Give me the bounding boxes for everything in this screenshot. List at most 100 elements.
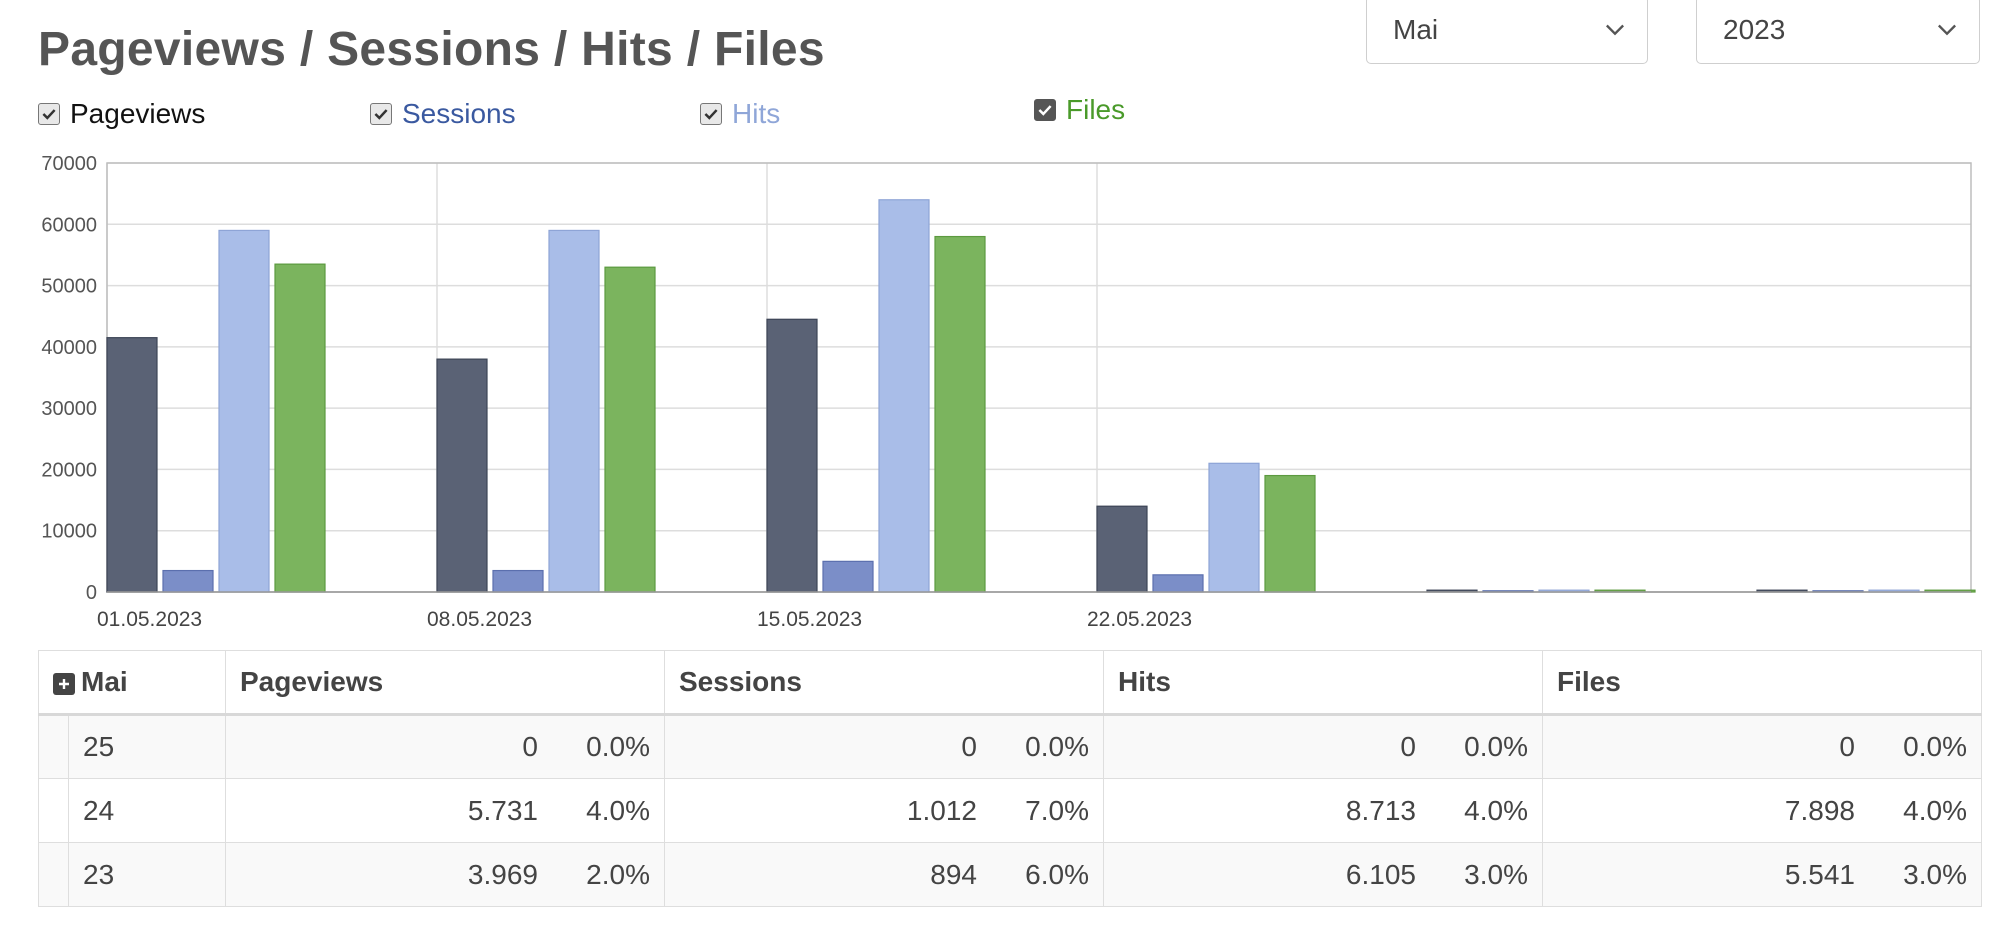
checkbox-files[interactable] (1034, 99, 1056, 121)
cell-hits: 8.713 4.0% (1103, 778, 1543, 843)
page-title: Pageviews / Sessions / Hits / Files (38, 23, 825, 76)
cell-hits: 6.105 3.0% (1103, 842, 1543, 907)
bar-sessions-0[interactable] (162, 569, 214, 593)
cell-sessions: 1.012 7.0% (664, 778, 1104, 843)
cell-sessions: 894 6.0% (664, 842, 1104, 907)
checkbox-sessions[interactable] (370, 103, 392, 125)
bar-files-0[interactable] (274, 263, 326, 593)
bar-files-2[interactable] (934, 235, 986, 593)
cell-percent: 3.0% (1903, 858, 1967, 890)
cell-files: 5.541 3.0% (1542, 842, 1982, 907)
y-tick-label: 60000 (41, 214, 97, 236)
cell-value: 5.541 (1784, 858, 1855, 890)
bar-sessions-3[interactable] (1152, 574, 1204, 593)
stats-table-container: Mai Pageviews Sessions Hits Files 25 0 0.… (38, 650, 1982, 907)
table-row: 24 5.731 4.0% 1.012 7.0% 8.713 4.0% 7.898 4.… (38, 778, 1982, 843)
cell-value: 1.012 (906, 794, 977, 826)
cell-value: 8.713 (1345, 794, 1416, 826)
row-day: 23 (68, 842, 226, 907)
bar-pageviews-1[interactable] (436, 358, 488, 593)
cell-pageviews: 5.731 4.0% (225, 778, 665, 843)
table-row: 25 0 0.0% 0 0.0% 0 0.0% 0 0.0% (38, 714, 1982, 779)
header-hits: Hits (1103, 650, 1543, 716)
legend-toggle-sessions[interactable]: Sessions (370, 98, 516, 130)
legend-label-sessions: Sessions (402, 98, 516, 129)
cell-percent: 7.0% (1025, 794, 1089, 826)
cell-value: 3.969 (467, 858, 538, 890)
legend-toggle-hits[interactable]: Hits (700, 98, 780, 130)
y-tick-label: 40000 (41, 337, 97, 359)
bar-hits-0[interactable] (218, 229, 270, 593)
y-tick-label: 20000 (41, 459, 97, 481)
bar-pageviews-3[interactable] (1096, 505, 1148, 593)
legend-label-pageviews: Pageviews (70, 98, 206, 129)
y-tick-label: 30000 (41, 398, 97, 420)
cell-percent: 2.0% (586, 858, 650, 890)
cell-value: 6.105 (1345, 858, 1416, 890)
chevron-down-icon (1606, 24, 1624, 36)
cell-value: 0 (1400, 731, 1416, 762)
y-tick-label: 0 (86, 582, 97, 604)
chevron-down-icon (1938, 24, 1956, 36)
plot-area-border (106, 162, 1972, 593)
header-month-label: Mai (81, 666, 128, 697)
checkbox-pageviews[interactable] (38, 103, 60, 125)
bar-sessions-1[interactable] (492, 569, 544, 593)
cell-percent: 0.0% (1903, 731, 1967, 762)
cell-percent: 3.0% (1464, 858, 1528, 890)
cell-percent: 4.0% (1903, 794, 1967, 826)
cell-value: 0 (522, 731, 538, 762)
cell-pageviews: 3.969 2.0% (225, 842, 665, 907)
header-month[interactable]: Mai (38, 650, 226, 716)
check-icon (1038, 105, 1052, 116)
year-select-value: 2023 (1723, 14, 1786, 45)
cell-value: 894 (930, 858, 977, 890)
year-select[interactable]: 2023 (1696, 0, 1980, 64)
cell-percent: 0.0% (586, 731, 650, 762)
bar-hits-2[interactable] (878, 199, 930, 593)
month-select[interactable]: Mai (1366, 0, 1648, 64)
x-tick-label: 08.05.2023 (427, 608, 532, 631)
cell-files: 7.898 4.0% (1542, 778, 1982, 843)
bar-sessions-2[interactable] (822, 560, 874, 593)
cell-percent: 0.0% (1025, 731, 1089, 762)
cell-value: 7.898 (1784, 794, 1855, 826)
cell-percent: 4.0% (586, 794, 650, 826)
bar-hits-3[interactable] (1208, 462, 1260, 593)
checkbox-hits[interactable] (700, 103, 722, 125)
table-row: 23 3.969 2.0% 894 6.0% 6.105 3.0% 5.541 3.0% (38, 842, 1982, 907)
row-day: 25 (68, 714, 226, 779)
cell-value: 0 (1839, 731, 1855, 762)
check-icon (704, 109, 718, 120)
y-tick-label: 50000 (41, 276, 97, 298)
bar-files-3[interactable] (1264, 474, 1316, 593)
bar-files-1[interactable] (604, 266, 656, 593)
header-files: Files (1542, 650, 1982, 716)
cell-percent: 0.0% (1464, 731, 1528, 762)
month-select-value: Mai (1393, 14, 1439, 45)
row-expand-cell (38, 714, 69, 779)
legend-toggle-pageviews[interactable]: Pageviews (38, 98, 205, 130)
table-header-row: Mai Pageviews Sessions Hits Files (38, 650, 1982, 716)
cell-percent: 4.0% (1464, 794, 1528, 826)
cell-value: 0 (961, 731, 977, 762)
plus-square-icon[interactable] (53, 672, 75, 695)
legend-toggle-files[interactable]: Files (1034, 94, 1125, 126)
bar-chart: 0 10000 20000 30000 40000 50000 60000 70000 01.0… (41, 153, 1976, 631)
stats-table: Mai Pageviews Sessions Hits Files 25 0 0.… (38, 650, 1982, 907)
header-pageviews: Pageviews (225, 650, 665, 716)
bar-pageviews-2[interactable] (766, 318, 818, 593)
bar-hits-1[interactable] (548, 229, 600, 593)
legend-label-files: Files (1066, 94, 1126, 125)
bar-pageviews-0[interactable] (106, 337, 158, 593)
x-tick-label: 22.05.2023 (1087, 608, 1192, 631)
x-tick-label: 15.05.2023 (757, 608, 862, 631)
row-expand-cell (38, 778, 69, 843)
cell-files: 0 0.0% (1542, 714, 1982, 779)
legend-label-hits: Hits (732, 98, 781, 129)
cell-sessions: 0 0.0% (664, 714, 1104, 779)
y-tick-label: 10000 (41, 521, 97, 543)
check-icon (374, 109, 388, 120)
cell-value: 5.731 (467, 794, 538, 826)
cell-percent: 6.0% (1025, 858, 1089, 890)
